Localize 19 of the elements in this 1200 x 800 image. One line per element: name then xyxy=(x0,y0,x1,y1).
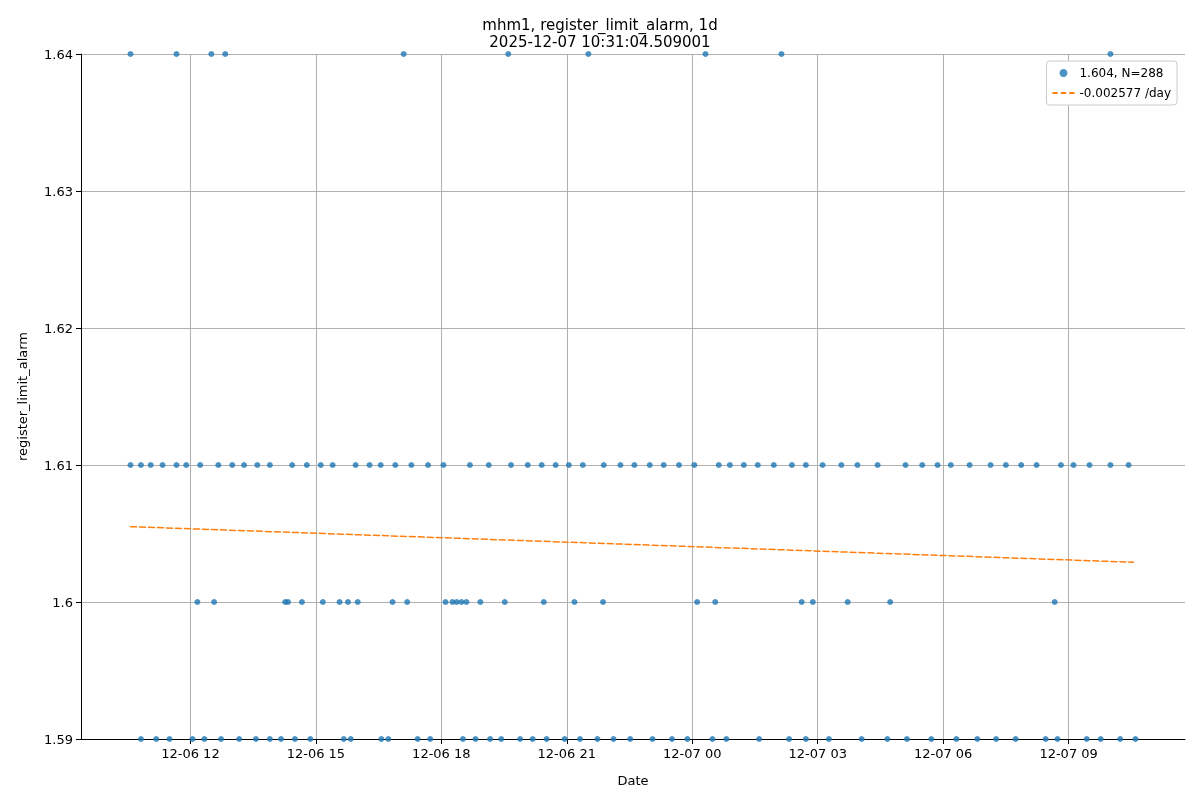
x-tick-label: 12-07 06 xyxy=(913,746,973,761)
y-tick-label: 1.63 xyxy=(44,183,73,199)
x-axis-title: Date xyxy=(617,773,649,788)
x-tick-label: 12-07 09 xyxy=(1039,746,1098,761)
x-tick-label: 12-06 21 xyxy=(537,746,597,761)
y-tick-label: 1.6 xyxy=(52,594,73,610)
y-axis-title: register_limit_alarm xyxy=(15,331,30,462)
x-tick-label: 12-06 18 xyxy=(412,746,471,761)
legend-label: 1.604, N=288 xyxy=(1079,66,1164,80)
x-tick-label: 12-06 15 xyxy=(286,746,346,761)
legend-label: -0.002577 /day xyxy=(1079,86,1172,100)
x-tick-label: 12-06 12 xyxy=(161,746,220,761)
y-tick-label: 1.59 xyxy=(44,731,73,747)
x-tick-label: 12-07 00 xyxy=(663,746,722,761)
x-tick-label: 12-07 03 xyxy=(788,746,847,761)
y-tick-label: 1.62 xyxy=(44,320,73,336)
y-tick-label: 1.64 xyxy=(44,46,73,62)
chart-title: mhm1, register_limit_alarm, 1d xyxy=(482,15,718,35)
y-tick-label: 1.61 xyxy=(44,457,73,473)
